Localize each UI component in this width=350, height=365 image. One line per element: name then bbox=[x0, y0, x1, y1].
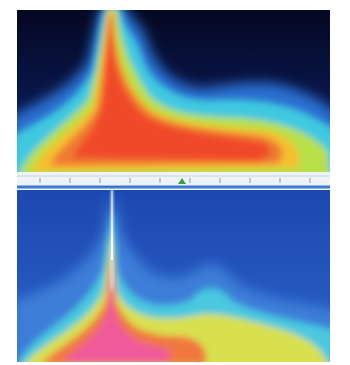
ruler-marker bbox=[178, 178, 186, 184]
bottom-heatmap bbox=[17, 190, 330, 362]
ruler-ticks bbox=[39, 178, 311, 183]
ruler bbox=[17, 172, 330, 190]
heat-layer bbox=[43, 250, 207, 362]
heat-spike bbox=[111, 190, 113, 260]
heat-layer bbox=[72, 18, 271, 161]
top-heatmap bbox=[17, 10, 330, 172]
heat-layer bbox=[62, 270, 171, 362]
